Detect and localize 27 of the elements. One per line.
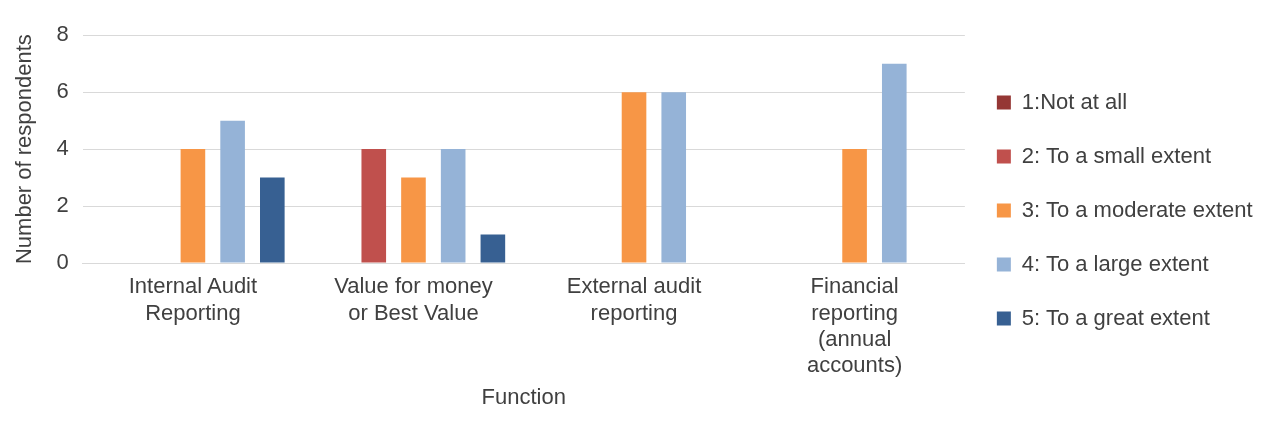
legend-label: 4: To a large extent bbox=[1021, 250, 1209, 276]
legend-label: 1:Not at all bbox=[1021, 88, 1128, 114]
legend-label: 5: To a great extent bbox=[1021, 304, 1210, 330]
x-axis-title: Function bbox=[481, 383, 566, 409]
bar bbox=[480, 234, 506, 263]
bar bbox=[881, 63, 907, 263]
y-tick-label: 4 bbox=[56, 135, 69, 161]
bar bbox=[180, 149, 206, 263]
y-tick-label: 6 bbox=[56, 78, 69, 104]
bar bbox=[661, 92, 687, 263]
y-tick-label: 8 bbox=[56, 21, 69, 47]
x-tick-label: Internal Audit Reporting bbox=[128, 273, 258, 325]
bar bbox=[842, 149, 867, 263]
bar bbox=[260, 177, 285, 263]
bar bbox=[401, 177, 426, 263]
y-tick-label: 0 bbox=[56, 249, 69, 275]
y-tick-label: 2 bbox=[56, 192, 69, 218]
x-tick-label: External audit reporting bbox=[566, 273, 702, 325]
legend-label: 3: To a moderate extent bbox=[1021, 196, 1253, 222]
bar bbox=[220, 120, 245, 263]
bar bbox=[361, 149, 387, 263]
y-axis-title: Number of respondents bbox=[11, 34, 37, 265]
x-tick-label: Financial reporting (annual accounts) bbox=[806, 273, 903, 378]
x-tick-label: Value for money or Best Value bbox=[334, 273, 493, 325]
bar bbox=[440, 149, 466, 263]
bar bbox=[621, 92, 647, 263]
legend-label: 2: To a small extent bbox=[1021, 142, 1211, 168]
